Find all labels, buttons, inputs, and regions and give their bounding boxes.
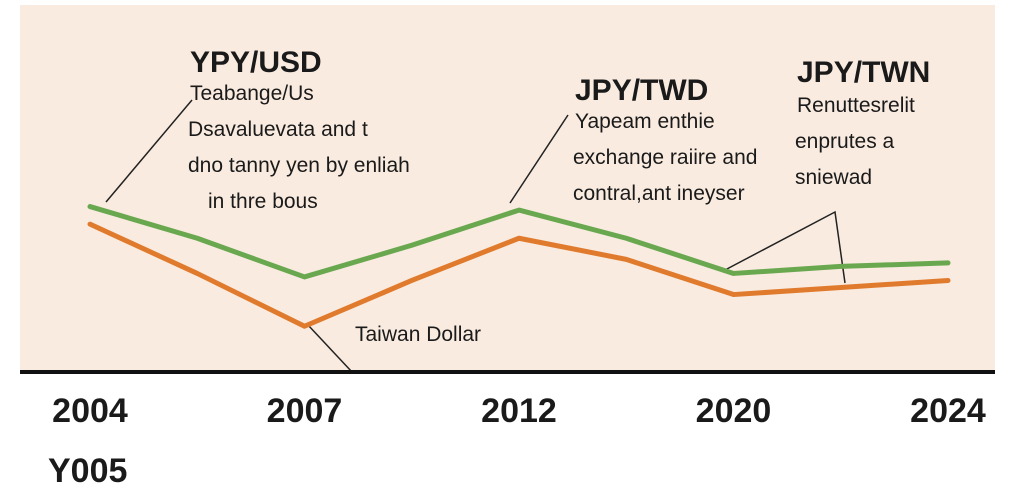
leader-lines <box>105 99 846 373</box>
x-tick-label: 2020 <box>696 392 772 430</box>
x-tick-label: 2007 <box>267 392 343 430</box>
annotation-line: dno tanny yen by enliah <box>188 154 410 177</box>
annotation-line: in thre bous <box>208 190 318 213</box>
series-line <box>87 221 951 329</box>
leader-line <box>724 210 846 284</box>
annotations: YPY/USD Teabange/Us Dsavaluevata and t dno … <box>188 46 930 346</box>
annotation-line: Yapeam enthie <box>575 110 715 133</box>
annotation-line: exchange raiire and <box>573 146 757 169</box>
annotation-line: Teabange/Us <box>190 82 314 105</box>
annotation-line: Renuttesrelit <box>797 94 915 117</box>
annotation-line: contral,ant ineyser <box>573 182 745 205</box>
leader-line <box>509 114 569 204</box>
leader-line <box>307 324 353 373</box>
x-tick-label: 2012 <box>481 392 557 430</box>
annotation-line: sniewad <box>795 166 872 189</box>
x-tick-label: 2004 <box>52 392 128 430</box>
series-line <box>87 204 951 280</box>
annotation-title: JPY/TWD <box>575 74 708 107</box>
annotation-title: Taiwan Dollar <box>355 323 481 346</box>
leader-line <box>105 99 193 203</box>
annotation-title: JPY/TWN <box>797 56 930 89</box>
annotation-line: enprutes a <box>795 130 895 153</box>
annotation-title: YPY/USD <box>190 46 322 79</box>
annotation-line: Dsavaluevata and t <box>188 118 368 141</box>
plot-background <box>20 5 995 372</box>
extra-label: Y005 <box>48 452 127 490</box>
x-tick-label: 2024 <box>910 392 986 430</box>
